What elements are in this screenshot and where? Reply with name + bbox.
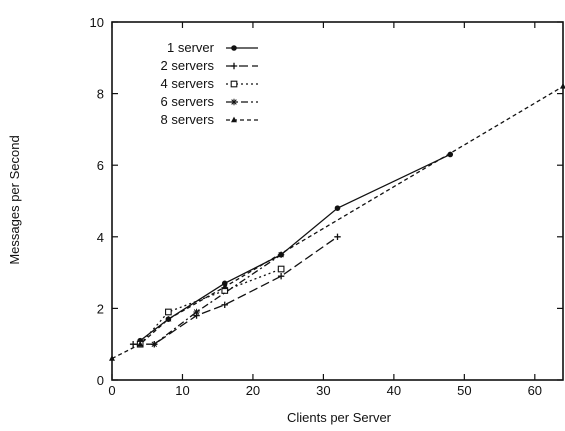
legend-label: 8 servers	[161, 112, 215, 127]
x-tick-label: 50	[457, 383, 471, 398]
series-5	[109, 83, 565, 361]
series-line	[153, 254, 282, 345]
series-3	[136, 265, 285, 348]
legend-marker	[230, 62, 238, 70]
data-point	[137, 340, 144, 347]
data-point	[277, 272, 285, 280]
y-axis-title: Messages per Second	[7, 135, 22, 264]
y-tick-label: 8	[97, 87, 104, 102]
data-point	[334, 205, 341, 211]
data-point	[447, 151, 454, 158]
data-point	[221, 301, 228, 309]
data-point	[165, 308, 172, 316]
x-axis-title: Clients per Server	[287, 410, 392, 425]
data-point	[109, 355, 115, 361]
data-point	[129, 341, 137, 348]
x-tick-label: 40	[387, 383, 401, 398]
x-tick-label: 60	[528, 383, 542, 398]
y-tick-label: 0	[97, 373, 104, 388]
data-point	[193, 308, 200, 316]
series-4	[151, 251, 285, 348]
x-tick-label: 20	[246, 383, 260, 398]
series-line	[139, 268, 282, 345]
legend-marker	[230, 98, 238, 106]
legend-label: 1 server	[167, 40, 215, 55]
y-tick-label: 2	[97, 301, 104, 316]
data-point	[165, 315, 172, 322]
y-tick-label: 6	[97, 158, 104, 173]
data-point	[277, 251, 285, 258]
x-tick-label: 0	[108, 383, 115, 398]
series-layer	[109, 83, 565, 361]
series-2	[129, 233, 341, 348]
legend-label: 6 servers	[161, 94, 215, 109]
series-line	[111, 85, 564, 360]
x-tick-label: 30	[316, 383, 330, 398]
legend-marker	[231, 116, 237, 123]
legend-label: 2 servers	[161, 58, 215, 73]
data-point	[277, 265, 285, 273]
plot-frame	[111, 21, 564, 381]
legend-marker	[230, 80, 238, 88]
data-point	[560, 83, 565, 89]
data-point	[221, 283, 228, 290]
legend-marker	[231, 45, 237, 51]
series-line	[139, 153, 451, 342]
series-line	[133, 236, 338, 345]
data-point	[151, 341, 158, 348]
data-point	[221, 280, 228, 287]
y-tick-label: 4	[97, 230, 104, 245]
legend-label: 4 servers	[161, 76, 215, 91]
x-tick-label: 10	[175, 383, 189, 398]
legend: 1 server 2 servers 4 servers 6 servers 8 ser…	[161, 40, 258, 127]
y-tick-label: 10	[90, 15, 104, 30]
axes: 0 10 20 30 40 50 60 0 2 4 6 8 10	[90, 15, 564, 398]
data-point	[334, 233, 341, 240]
